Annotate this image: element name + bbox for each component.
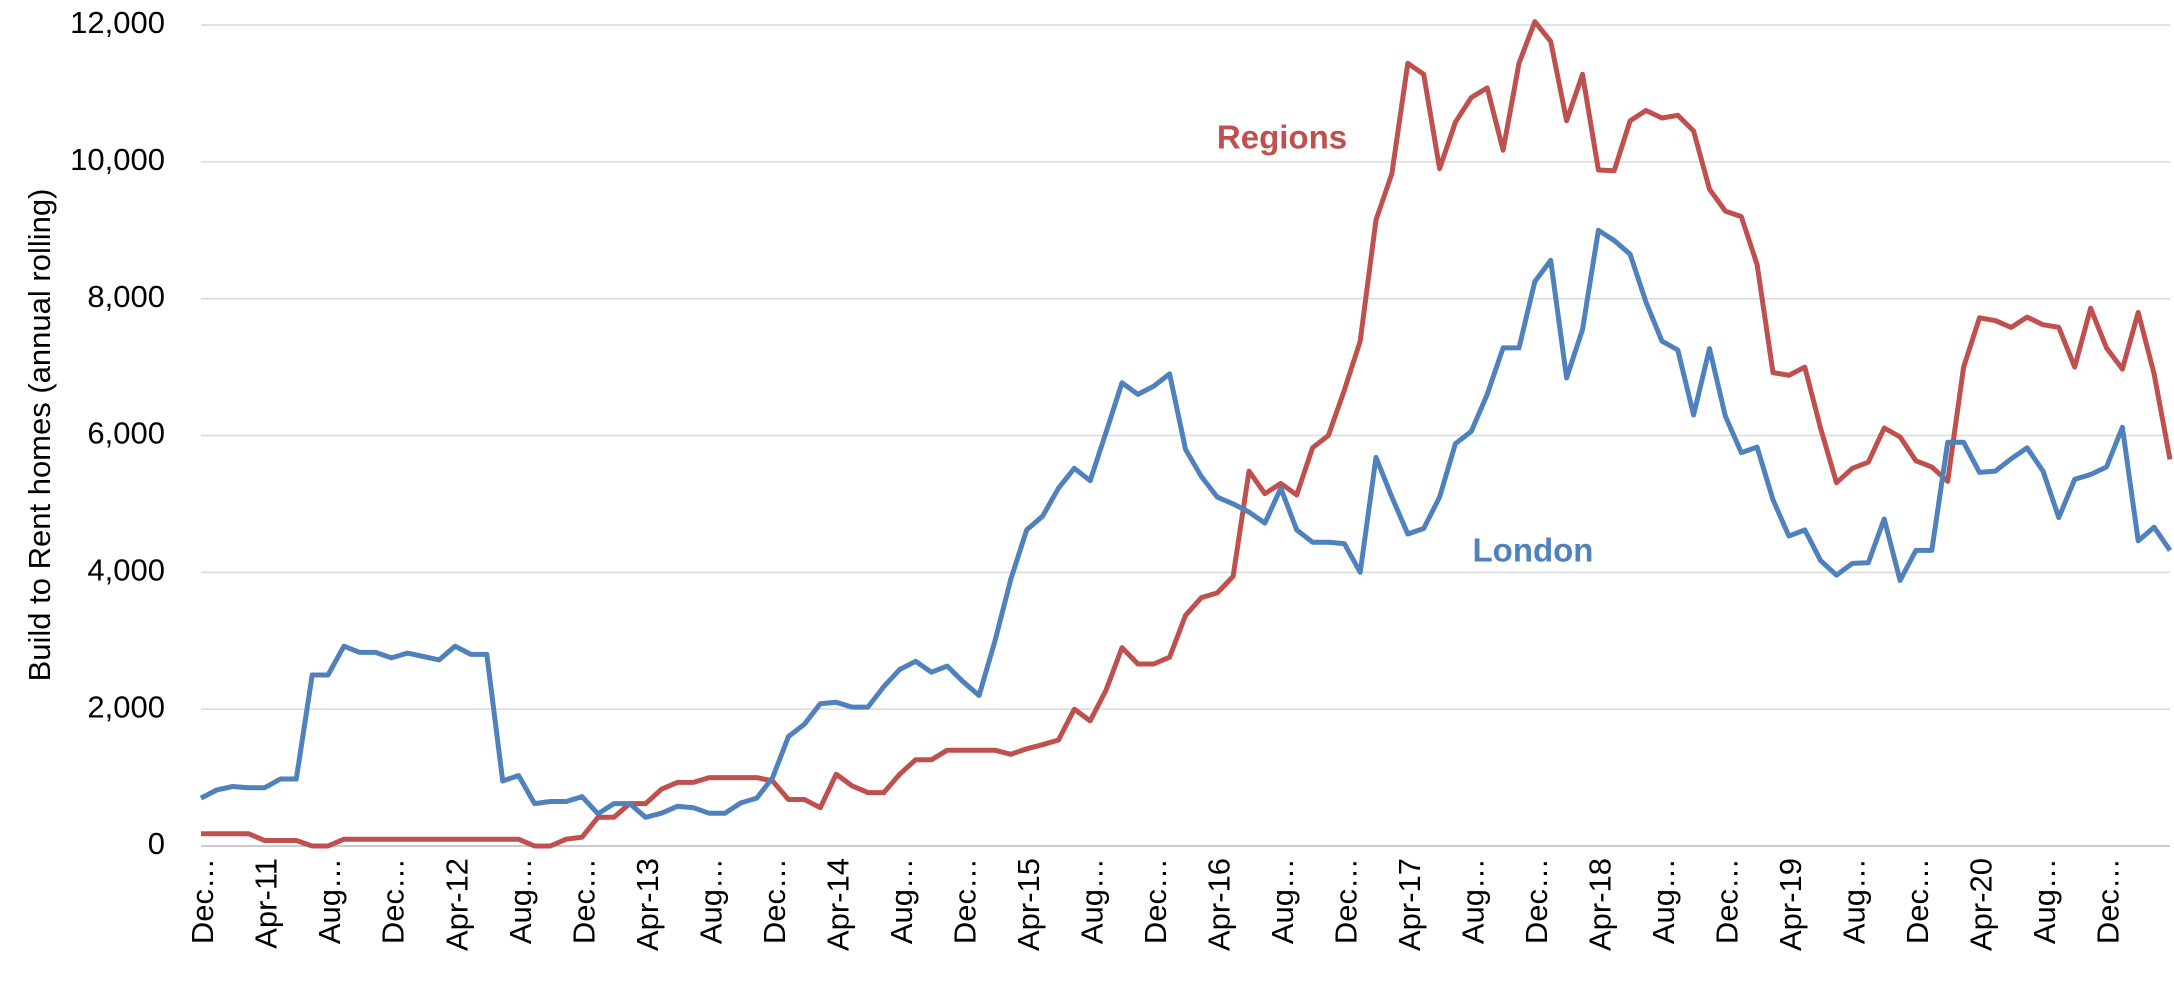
x-tick-label: Dec… [1138, 858, 1173, 944]
x-tick-label: Aug… [1265, 858, 1300, 944]
x-tick-label: Apr-18 [1583, 858, 1618, 951]
x-tick-label: Aug… [1837, 858, 1872, 944]
x-tick-label: Dec… [1328, 858, 1363, 944]
x-tick-label: Aug… [1646, 858, 1681, 944]
x-tick-label: Dec… [757, 858, 792, 944]
x-tick-label: Aug… [312, 858, 347, 944]
x-tick-label: Apr-19 [1773, 858, 1808, 951]
x-tick-label: Apr-17 [1392, 858, 1427, 951]
y-tick-label: 4,000 [87, 553, 165, 588]
x-tick-label: Dec… [1519, 858, 1554, 944]
x-tick-label: Aug… [884, 858, 919, 944]
y-tick-label: 8,000 [87, 279, 165, 314]
x-tick-label: Apr-15 [1011, 858, 1046, 951]
x-tick-label: Dec… [376, 858, 411, 944]
series-line [199, 227, 2173, 820]
y-tick-label: 0 [148, 826, 165, 861]
y-axis-label: Build to Rent homes (annual rolling) [22, 189, 57, 682]
x-tick-label: Apr-12 [439, 858, 474, 951]
x-tick-label: Apr-16 [1201, 858, 1236, 951]
y-tick-label: 6,000 [87, 416, 165, 451]
x-tick-label: Aug… [503, 858, 538, 944]
series-label: London [1473, 532, 1594, 569]
x-tick-label: Apr-14 [820, 858, 855, 951]
x-tick-label: Dec… [1710, 858, 1745, 944]
x-tick-label: Dec… [566, 858, 601, 944]
x-tick-label: Dec… [2091, 858, 2126, 944]
x-tick-label: Aug… [693, 858, 728, 944]
x-tick-label: Apr-11 [249, 858, 284, 949]
x-tick-label: Dec… [1900, 858, 1935, 944]
x-tick-label: Aug… [1074, 858, 1109, 944]
y-tick-label: 2,000 [87, 689, 165, 724]
x-tick-label: Aug… [1456, 858, 1491, 944]
x-tick-label: Apr-20 [1964, 858, 1999, 951]
x-tick-label: Apr-13 [630, 858, 665, 951]
x-tick-label: Dec… [185, 858, 220, 944]
x-tick-label: Aug… [2027, 858, 2062, 944]
series-label: Regions [1217, 119, 1347, 156]
series-line [201, 19, 2173, 849]
y-tick-label: 10,000 [70, 142, 165, 177]
y-tick-label: 12,000 [70, 5, 165, 40]
x-tick-label: Dec… [947, 858, 982, 944]
